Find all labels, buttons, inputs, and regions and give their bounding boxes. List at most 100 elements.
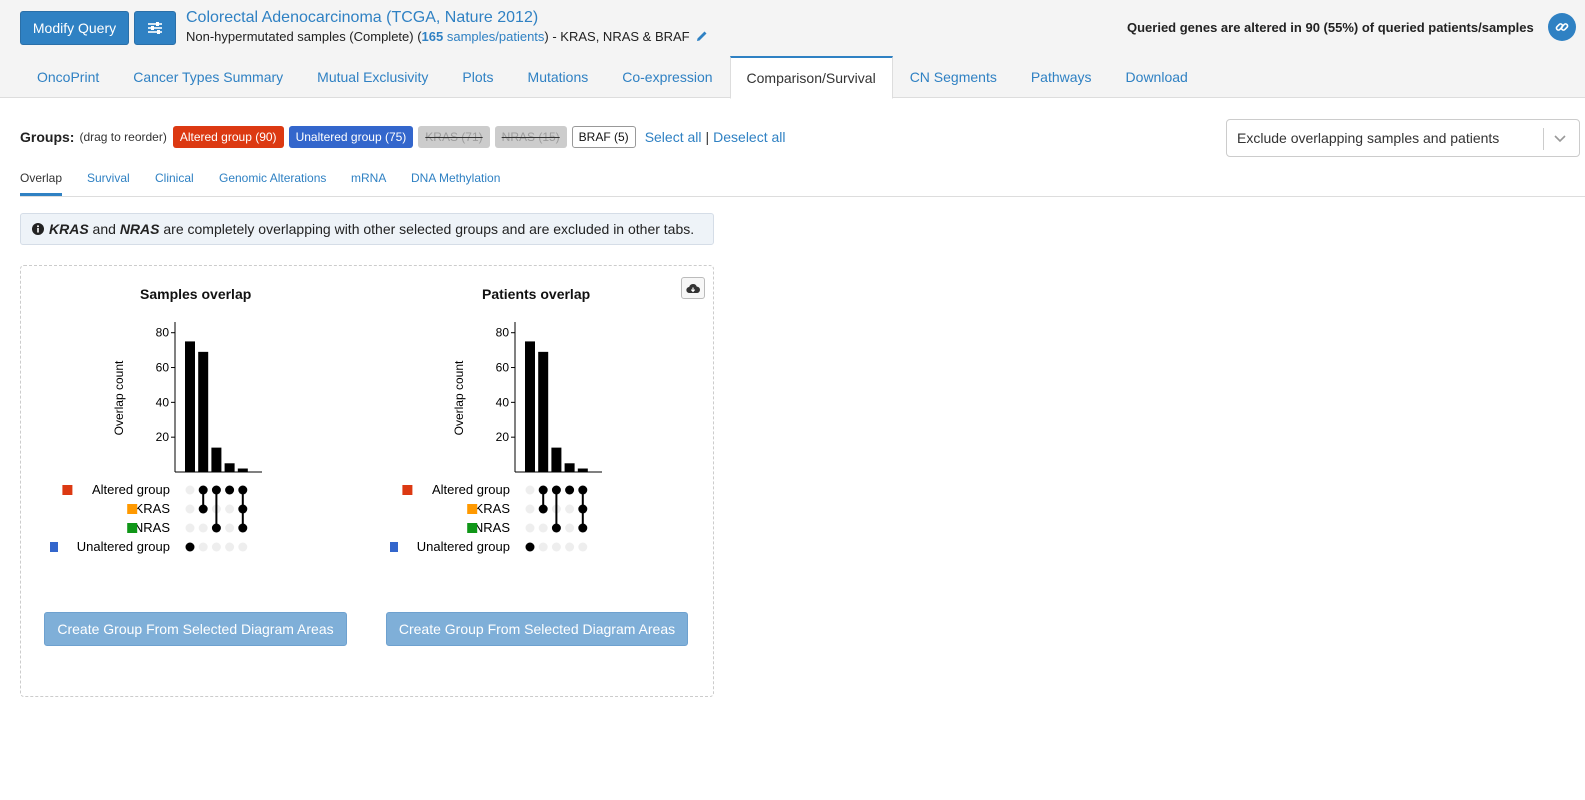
- matrix-dot-empty: [565, 504, 575, 514]
- study-subtitle: Non-hypermutated samples (Complete) (165…: [186, 29, 708, 44]
- alert-gene-nras: NRAS: [119, 221, 160, 237]
- groups-label: Groups:: [20, 129, 75, 145]
- overlap-bar: [551, 447, 562, 472]
- share-link-button[interactable]: [1548, 13, 1576, 41]
- matrix-dot-empty: [225, 523, 235, 533]
- overlap-bar: [198, 351, 209, 472]
- overlap-info-alert: KRAS and NRAS are completely overlapping…: [20, 213, 714, 245]
- tab-plots[interactable]: Plots: [462, 69, 494, 85]
- results-tabs: OncoPrint Cancer Types Summary Mutual Ex…: [20, 56, 1205, 99]
- matrix-dot-empty: [565, 523, 575, 533]
- info-circle-icon: [32, 223, 44, 235]
- study-subtitle-suffix: ) - KRAS, NRAS & BRAF: [544, 29, 690, 44]
- patients-overlap-title: Patients overlap: [482, 286, 591, 302]
- matrix-dot-empty: [225, 504, 235, 514]
- modify-query-button[interactable]: Modify Query: [20, 11, 129, 45]
- y-tick-label: 40: [156, 395, 170, 409]
- set-color-swatch: [467, 504, 478, 514]
- y-tick-label: 20: [156, 430, 170, 444]
- subtab-clinical[interactable]: Clinical: [155, 171, 194, 185]
- set-label: Unaltered group: [77, 539, 170, 554]
- y-tick-label: 20: [496, 430, 510, 444]
- matrix-dot-filled: [525, 542, 535, 552]
- set-label: NRAS: [134, 520, 170, 535]
- overlap-bar: [564, 463, 575, 472]
- matrix-dot-filled: [211, 523, 221, 533]
- matrix-dot-empty: [525, 523, 535, 533]
- select-all-link[interactable]: Select all: [644, 129, 702, 145]
- select-separator: [1543, 128, 1544, 150]
- set-label: Altered group: [432, 482, 510, 497]
- matrix-dot-filled: [198, 485, 208, 495]
- matrix-dot-filled: [238, 485, 248, 495]
- overlap-strategy-value: Exclude overlapping samples and patients: [1237, 130, 1500, 146]
- y-axis-label: Overlap count: [112, 360, 126, 435]
- study-title-link[interactable]: Colorectal Adenocarcinoma (TCGA, Nature …: [186, 9, 539, 26]
- patients-upset-chart: 20 40 60 80 Overlap count Altered group KRAS NR…: [390, 322, 602, 554]
- matrix-dot-filled: [238, 504, 248, 514]
- set-color-swatch: [127, 523, 138, 533]
- overlap-bar: [237, 468, 248, 472]
- set-label: Altered group: [92, 482, 170, 497]
- matrix-dot-empty: [211, 542, 221, 552]
- comparison-subtabs: Overlap Survival Clinical Genomic Altera…: [20, 168, 1585, 197]
- tab-cn-segments[interactable]: CN Segments: [909, 69, 997, 85]
- matrix-dot-empty: [538, 523, 548, 533]
- pencil-icon[interactable]: [696, 30, 708, 42]
- matrix-dot-filled: [578, 485, 588, 495]
- matrix-dot-empty: [525, 504, 535, 514]
- subtab-mrna[interactable]: mRNA: [351, 171, 387, 185]
- subtab-genomic-alterations[interactable]: Genomic Alterations: [219, 171, 327, 185]
- set-color-swatch: [467, 523, 478, 533]
- tab-comparison-survival[interactable]: Comparison/Survival: [729, 56, 893, 99]
- alteration-summary: Queried genes are altered in 90 (55%) of…: [1127, 20, 1534, 35]
- matrix-dot-filled: [211, 485, 221, 495]
- group-badge-altered[interactable]: Altered group (90): [172, 126, 284, 148]
- samples-create-group-button[interactable]: Create Group From Selected Diagram Areas: [44, 612, 347, 646]
- matrix-dot-filled: [551, 485, 561, 495]
- tab-pathways[interactable]: Pathways: [1030, 69, 1092, 85]
- matrix-dot-filled: [225, 485, 235, 495]
- query-settings-button[interactable]: [134, 11, 176, 45]
- study-subtitle-prefix: Non-hypermutated samples (Complete) (: [186, 29, 422, 44]
- matrix-dot-empty: [185, 504, 195, 514]
- group-badge-braf[interactable]: BRAF (5): [571, 126, 636, 148]
- subtab-survival[interactable]: Survival: [87, 171, 130, 185]
- matrix-dot-filled: [538, 504, 548, 514]
- tab-oncoprint[interactable]: OncoPrint: [37, 69, 100, 85]
- alert-text: are completely overlapping with other se…: [159, 221, 695, 237]
- samples-patients-link[interactable]: samples/patients: [443, 29, 545, 44]
- group-badge-kras[interactable]: KRAS (71): [418, 126, 490, 148]
- y-axis-label: Overlap count: [452, 360, 466, 435]
- overlap-bar: [577, 468, 588, 472]
- set-color-swatch: [62, 485, 73, 495]
- group-badge-nras[interactable]: NRAS (15): [494, 126, 567, 148]
- tab-download[interactable]: Download: [1125, 69, 1188, 85]
- tab-mutations[interactable]: Mutations: [527, 69, 589, 85]
- group-badge-unaltered[interactable]: Unaltered group (75): [288, 126, 414, 148]
- subtab-dna-methylation[interactable]: DNA Methylation: [411, 171, 501, 185]
- download-plot-button[interactable]: [681, 277, 705, 299]
- deselect-all-link[interactable]: Deselect all: [713, 129, 786, 145]
- patients-create-group-button[interactable]: Create Group From Selected Diagram Areas: [386, 612, 688, 646]
- overlap-bar: [525, 341, 535, 472]
- results-header: Modify Query Colorectal Adenocarcinoma (…: [0, 0, 1585, 99]
- tab-co-expression[interactable]: Co-expression: [622, 69, 713, 85]
- matrix-dot-filled: [551, 523, 561, 533]
- matrix-dot-filled: [565, 485, 575, 495]
- overlap-strategy-select[interactable]: Exclude overlapping samples and patients: [1226, 119, 1580, 157]
- set-color-swatch: [50, 542, 58, 552]
- matrix-dot-empty: [525, 485, 535, 495]
- matrix-dot-filled: [538, 485, 548, 495]
- matrix-dot-empty: [185, 523, 195, 533]
- cloud-download-icon: [686, 283, 700, 293]
- matrix-dot-empty: [198, 542, 208, 552]
- link-icon: [1555, 23, 1569, 31]
- subtab-overlap[interactable]: Overlap: [20, 171, 63, 185]
- overlap-bar: [538, 351, 549, 472]
- sample-count-link[interactable]: 165: [421, 29, 444, 44]
- y-tick-label: 80: [156, 326, 170, 340]
- matrix-dot-filled: [238, 523, 248, 533]
- tab-mutual-exclusivity[interactable]: Mutual Exclusivity: [317, 69, 429, 85]
- tab-cancer-types-summary[interactable]: Cancer Types Summary: [133, 69, 284, 85]
